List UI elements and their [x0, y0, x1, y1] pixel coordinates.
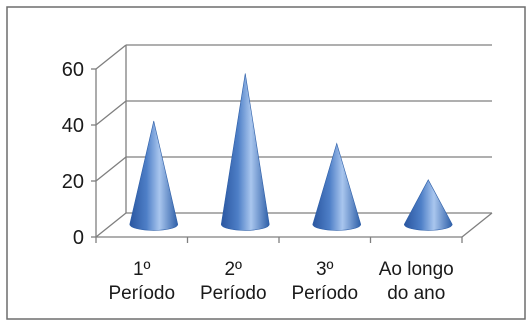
gridline-depth — [95, 44, 127, 70]
cone-bar — [312, 142, 362, 231]
cone-bar — [403, 179, 453, 231]
y-tick-label: 60 — [62, 59, 84, 81]
y-tick-label: 0 — [73, 227, 84, 249]
y-tick-label: 40 — [62, 115, 84, 137]
x-tick-label: 1º Período — [108, 259, 175, 304]
x-tick-label: Ao longo do ano — [379, 259, 454, 304]
gridline-depth — [95, 212, 127, 238]
x-tick-label: 2º Período — [200, 259, 267, 304]
cone-bar — [129, 120, 179, 231]
chart-border — [6, 6, 526, 320]
plot-area: 0 20 40 60 1º Período 2º Período 3º Período Ao lon… — [62, 44, 493, 304]
cone-bar — [220, 73, 270, 231]
gridline-depth — [95, 156, 127, 182]
floor-right-edge — [461, 212, 493, 238]
gridline-depth — [95, 100, 127, 126]
y-tick-label: 20 — [62, 171, 84, 193]
x-tick-label: 3º Período — [291, 259, 358, 304]
